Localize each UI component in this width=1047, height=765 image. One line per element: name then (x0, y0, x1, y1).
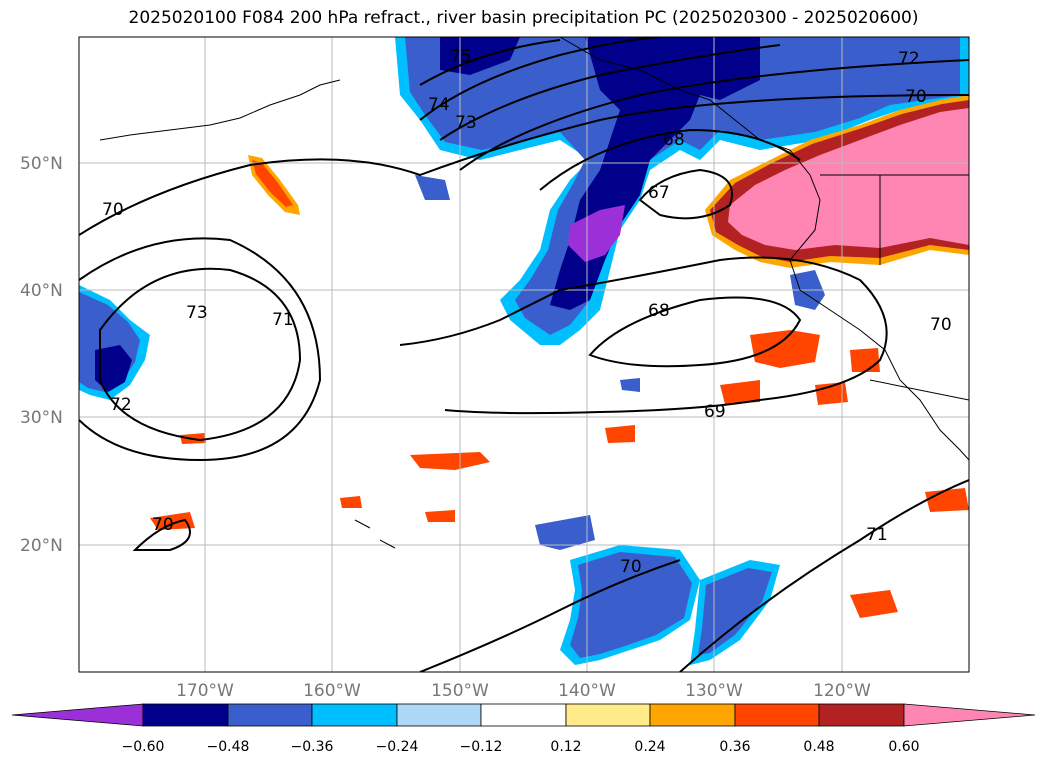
colorbar-tick-label: −0.60 (122, 739, 165, 755)
colorbar-tick-label: −0.36 (291, 739, 334, 755)
contour-75 (419, 39, 561, 86)
latitude-labels: 50°N 40°N 30°N 20°N (20, 154, 63, 556)
positive-patch-3 (720, 380, 760, 404)
positive-patch-11 (425, 510, 455, 522)
colorbar-segment (11, 703, 144, 727)
graticule (79, 37, 969, 672)
contour-70-south (419, 559, 681, 672)
aleutian-chain (99, 79, 341, 141)
contour-label: 73 (186, 303, 208, 323)
precipitation-fill-layer (79, 37, 969, 665)
negative-region-north-inner (405, 37, 960, 335)
contour-label: 67 (648, 183, 670, 203)
colorbar-segment (396, 703, 482, 727)
negative-core-purple (568, 205, 625, 262)
colorbar-tick-label: 0.60 (888, 739, 919, 755)
colorbar-segment (565, 703, 651, 727)
lat-label-50n: 50°N (20, 154, 63, 174)
positive-patch-8 (150, 512, 195, 530)
negative-region-small-2 (620, 378, 640, 392)
colorbar-tick-label: 0.12 (550, 739, 581, 755)
colorbar-tick-label: 0.36 (719, 739, 750, 755)
colorbar-segment (649, 703, 736, 727)
contour-label: 71 (272, 310, 294, 330)
lon-label-120w: 120°W (813, 681, 871, 701)
positive-patch-10 (340, 496, 362, 508)
positive-patch-4 (410, 452, 490, 470)
contour-68-east (588, 296, 802, 368)
contour-70-small (132, 518, 191, 551)
negative-region-small-1 (415, 175, 450, 200)
colorbar-tick-labels: −0.60 −0.48 −0.36 −0.24 −0.12 0.12 0.24 … (122, 739, 920, 755)
colorbar-segment (903, 703, 1036, 727)
contour-label: 68 (648, 301, 670, 321)
negative-core-west (95, 345, 132, 392)
coastlines (99, 37, 969, 549)
hawaii-islands (354, 519, 396, 549)
colorbar-segment (227, 703, 313, 727)
contour-label: 70 (620, 557, 642, 577)
contour-68 (539, 128, 801, 191)
contour-label: 70 (102, 200, 124, 220)
lon-label-140w: 140°W (558, 681, 616, 701)
positive-patch-2 (750, 330, 820, 368)
longitude-labels: 170°W 160°W 150°W 140°W 130°W 120°W (176, 681, 871, 701)
colorbar-segment (480, 703, 567, 727)
positive-patch-1-inner (252, 160, 293, 207)
refractivity-contours (79, 37, 969, 672)
contour-label: 73 (455, 113, 477, 133)
lon-label-150w: 150°W (431, 681, 489, 701)
map-title: 2025020100 F084 200 hPa refract., river … (128, 8, 919, 28)
contour-label: 74 (428, 95, 450, 115)
contour-label: 71 (866, 525, 888, 545)
lat-label-40n: 40°N (20, 281, 63, 301)
colorbar-tick-label: −0.48 (207, 739, 250, 755)
colorbar-tick-label: 0.48 (803, 739, 834, 755)
colorbar-tick-label: 0.24 (634, 739, 665, 755)
contour-label: 68 (663, 130, 685, 150)
contour-label: 70 (152, 515, 174, 535)
lat-label-20n: 20°N (20, 536, 63, 556)
lat-label-30n: 30°N (20, 408, 63, 428)
colorbar (11, 703, 1036, 727)
negative-region-south-2-inner (698, 568, 772, 655)
colorbar-tick-label: −0.12 (460, 739, 503, 755)
colorbar-segment (734, 703, 820, 727)
contour-74 (419, 37, 661, 121)
contour-label: 70 (905, 87, 927, 107)
contour-67 (638, 168, 733, 220)
contour-label: 70 (930, 315, 952, 335)
colorbar-segment (142, 703, 229, 727)
lon-label-160w: 160°W (303, 681, 361, 701)
negative-region-south-3 (535, 515, 595, 550)
negative-region-south-1-inner (570, 552, 692, 658)
contour-label: 75 (450, 47, 472, 67)
lon-label-130w: 130°W (685, 681, 743, 701)
positive-region-pnw-pink (728, 108, 969, 250)
positive-patch-6 (925, 488, 969, 512)
contour-label: 69 (704, 402, 726, 422)
map-frame (78, 36, 970, 673)
colorbar-segment (311, 703, 398, 727)
contour-71-south (679, 479, 969, 672)
us-mexico-border (869, 379, 969, 401)
contour-73-west (99, 267, 302, 442)
colorbar-tick-label: −0.24 (376, 739, 419, 755)
colorbar-segment (818, 703, 905, 727)
contour-71-west (79, 237, 322, 462)
contour-69 (399, 256, 888, 415)
lon-label-170w: 170°W (176, 681, 234, 701)
positive-patch-9 (605, 425, 635, 443)
positive-patch-12 (850, 348, 880, 372)
contour-73 (439, 44, 781, 141)
contour-label-layer: 75 74 73 72 70 68 67 70 73 71 72 68 69 7… (102, 47, 952, 577)
contour-72 (459, 59, 969, 171)
contour-70-north (79, 94, 969, 236)
contour-label: 72 (898, 49, 920, 69)
alaska-coast (559, 37, 969, 461)
contour-label: 72 (110, 395, 132, 415)
positive-patch-5 (850, 590, 898, 618)
